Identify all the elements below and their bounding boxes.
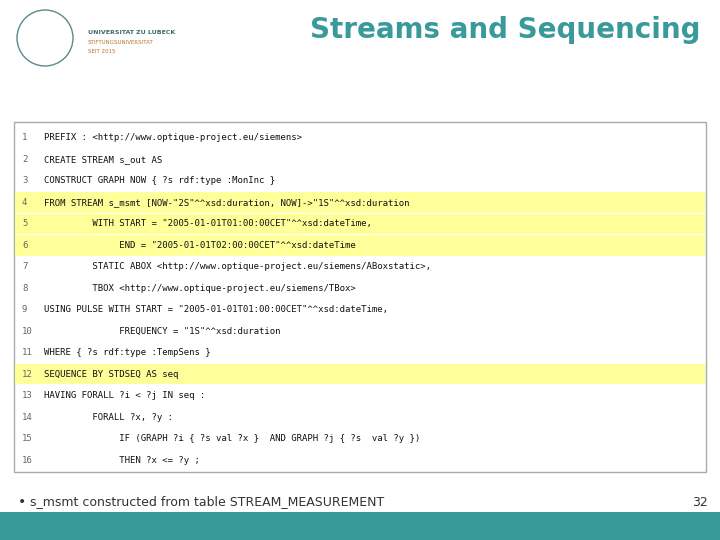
Text: FORALL ?x, ?y :: FORALL ?x, ?y : xyxy=(44,413,173,422)
Text: Streams and Sequencing: Streams and Sequencing xyxy=(310,16,700,44)
Text: 13: 13 xyxy=(22,391,32,400)
Text: 32: 32 xyxy=(692,496,708,509)
Text: 16: 16 xyxy=(22,456,32,464)
Text: PREFIX : <http://www.optique-project.eu/siemens>: PREFIX : <http://www.optique-project.eu/… xyxy=(44,133,302,143)
Text: 14: 14 xyxy=(22,413,32,422)
Text: STIFTUNGSUNIVERSITAT: STIFTUNGSUNIVERSITAT xyxy=(88,40,154,45)
Bar xyxy=(15,213,705,234)
Text: 8: 8 xyxy=(22,284,27,293)
Text: 9: 9 xyxy=(22,305,27,314)
Text: HAVING FORALL ?i < ?j IN seq :: HAVING FORALL ?i < ?j IN seq : xyxy=(44,391,205,400)
Text: USING PULSE WITH START = "2005-01-01T01:00:00CET"^^xsd:dateTime,: USING PULSE WITH START = "2005-01-01T01:… xyxy=(44,305,388,314)
Text: THEN ?x <= ?y ;: THEN ?x <= ?y ; xyxy=(44,456,200,464)
Text: 10: 10 xyxy=(22,327,32,336)
Text: UNIVERSITAT ZU LUBECK: UNIVERSITAT ZU LUBECK xyxy=(88,30,175,35)
Text: WHERE { ?s rdf:type :TempSens }: WHERE { ?s rdf:type :TempSens } xyxy=(44,348,211,357)
Text: s_msmt constructed from table STREAM_MEASUREMENT: s_msmt constructed from table STREAM_MEA… xyxy=(30,496,384,509)
Text: WITH START = "2005-01-01T01:00:00CET"^^xsd:dateTime,: WITH START = "2005-01-01T01:00:00CET"^^x… xyxy=(44,219,372,228)
Text: TBOX <http://www.optique-project.eu/siemens/TBox>: TBOX <http://www.optique-project.eu/siem… xyxy=(44,284,356,293)
Text: 5: 5 xyxy=(22,219,27,228)
Text: END = "2005-01-01T02:00:00CET"^^xsd:dateTime: END = "2005-01-01T02:00:00CET"^^xsd:date… xyxy=(44,241,356,250)
Text: FROM STREAM s_msmt [NOW-"2S"^^xsd:duration, NOW]->"1S"^^xsd:duration: FROM STREAM s_msmt [NOW-"2S"^^xsd:durati… xyxy=(44,198,410,207)
Text: 6: 6 xyxy=(22,241,27,250)
Text: 7: 7 xyxy=(22,262,27,271)
Text: 11: 11 xyxy=(22,348,32,357)
Bar xyxy=(14,122,706,472)
Text: 1: 1 xyxy=(22,133,27,143)
Bar xyxy=(0,512,720,540)
Text: •: • xyxy=(18,495,26,509)
Text: 12: 12 xyxy=(22,370,32,379)
Text: 15: 15 xyxy=(22,434,32,443)
Text: CONSTRUCT GRAPH NOW { ?s rdf:type :MonInc }: CONSTRUCT GRAPH NOW { ?s rdf:type :MonIn… xyxy=(44,177,275,185)
Text: SEQUENCE BY STDSEQ AS seq: SEQUENCE BY STDSEQ AS seq xyxy=(44,370,179,379)
Text: 3: 3 xyxy=(22,177,27,185)
Text: FREQUENCY = "1S"^^xsd:duration: FREQUENCY = "1S"^^xsd:duration xyxy=(44,327,281,336)
Bar xyxy=(15,192,705,213)
Text: CREATE STREAM s_out AS: CREATE STREAM s_out AS xyxy=(44,155,162,164)
Bar xyxy=(15,364,705,384)
Text: SEIT 2015: SEIT 2015 xyxy=(88,49,115,54)
Bar xyxy=(15,235,705,255)
Text: 2: 2 xyxy=(22,155,27,164)
Text: STATIC ABOX <http://www.optique-project.eu/siemens/ABoxstatic>,: STATIC ABOX <http://www.optique-project.… xyxy=(44,262,431,271)
Text: 4: 4 xyxy=(22,198,27,207)
Text: IF (GRAPH ?i { ?s val ?x }  AND GRAPH ?j { ?s  val ?y }): IF (GRAPH ?i { ?s val ?x } AND GRAPH ?j … xyxy=(44,434,420,443)
